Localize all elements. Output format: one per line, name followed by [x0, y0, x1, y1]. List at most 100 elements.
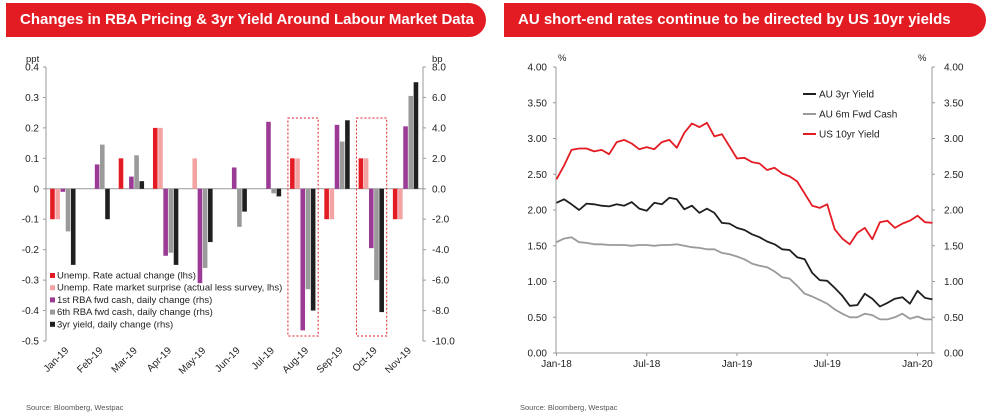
- right-source-note: Source: Bloomberg, Westpac: [520, 403, 618, 412]
- rhs-tick-label: 8.0: [432, 63, 446, 74]
- legend-label: US 10yr Yield: [819, 130, 880, 141]
- y-tick-label-left: 0.00: [528, 349, 548, 360]
- y-tick-label-left: 2.00: [528, 206, 548, 217]
- y-tick-label-left: 3.00: [528, 134, 548, 145]
- rhs-tick-label: 6.0: [432, 93, 446, 104]
- lhs-tick-label: -0.5: [22, 337, 40, 348]
- bar-2: [60, 188, 66, 192]
- lhs-tick-label: -0.4: [22, 306, 40, 317]
- bar-4: [70, 188, 76, 265]
- bar-3: [271, 188, 276, 194]
- legend-swatch: [50, 273, 55, 278]
- y-tick-label-right: 3.50: [944, 98, 964, 109]
- bar-4: [105, 188, 110, 220]
- bar-2: [163, 188, 168, 256]
- y-unit-right: %: [918, 53, 927, 64]
- bar-4: [413, 82, 419, 189]
- lhs-tick-label: 0: [33, 184, 39, 195]
- bar-1: [55, 188, 60, 220]
- lhs-unit-label: ppt: [26, 54, 40, 65]
- bar-1: [192, 158, 198, 189]
- bar-3: [408, 95, 414, 189]
- lhs-tick-label: -0.3: [22, 276, 40, 287]
- bar-4: [242, 188, 247, 212]
- lhs-tick-label: 0.4: [25, 63, 39, 74]
- rhs-tick-label: -8.0: [432, 306, 450, 317]
- rhs-tick-label: 0.0: [432, 184, 446, 195]
- rhs-tick-label: 4.0: [432, 123, 446, 134]
- bar-0: [50, 188, 55, 220]
- lhs-tick-label: 0.2: [25, 123, 39, 134]
- legend-swatch: [50, 321, 55, 327]
- bar-4: [310, 188, 316, 311]
- bar-4: [345, 120, 350, 189]
- y-tick-label-right: 4.00: [944, 63, 964, 74]
- y-tick-label-left: 0.50: [528, 313, 548, 324]
- bar-1: [363, 158, 369, 189]
- bar-0: [392, 188, 398, 220]
- bar-2: [129, 176, 134, 189]
- lhs-tick-label: -0.1: [22, 215, 40, 226]
- y-unit-left: %: [558, 53, 567, 64]
- legend-swatch: [50, 309, 55, 315]
- bar-1: [295, 158, 300, 189]
- bar-3: [168, 188, 174, 253]
- bar-3: [237, 188, 242, 227]
- legend-label: 6th RBA fwd cash, daily change (rhs): [57, 307, 213, 318]
- bar-3: [305, 188, 311, 290]
- y-tick-label-left: 2.50: [528, 170, 548, 181]
- bar-4: [173, 188, 179, 265]
- legend-label: Unemp. Rate market surprise (actual less…: [57, 283, 282, 294]
- y-tick-label-right: 0.00: [944, 349, 964, 360]
- bar-4: [139, 181, 145, 189]
- y-tick-label-right: 0.50: [944, 313, 964, 324]
- left-bar-chart: 0.4 0.3 0.2 0.1 0 -0.1 -0.2 -0.3 -0.4 -0.5 8.0 6.0 4…: [22, 54, 455, 377]
- x-tick-label: Jan-20: [902, 359, 933, 370]
- bar-1: [329, 188, 335, 220]
- y-tick-label-right: 3.00: [944, 134, 964, 145]
- bar-4: [276, 188, 282, 197]
- right-chart-title: AU short-end rates continue to be direct…: [504, 3, 986, 37]
- bar-2: [94, 164, 100, 189]
- bar-0: [118, 158, 124, 189]
- rhs-unit-label: bp: [432, 54, 443, 65]
- x-tick-label: Jan-18: [541, 359, 572, 370]
- rhs-tick-label: -6.0: [432, 276, 450, 287]
- bar-3: [374, 188, 379, 281]
- bar-2: [266, 121, 271, 189]
- bar-4: [379, 188, 384, 313]
- bar-2: [231, 167, 237, 189]
- lhs-tick-label: 0.3: [25, 93, 39, 104]
- line-series-0: [556, 196, 933, 308]
- bar-3: [202, 188, 208, 268]
- y-tick-label-left: 1.50: [528, 241, 548, 252]
- bar-0: [152, 127, 158, 189]
- y-tick-label-right: 2.00: [944, 206, 964, 217]
- bar-0: [290, 158, 295, 189]
- legend-label: AU 6m Fwd Cash: [819, 110, 897, 121]
- x-tick-label: Jul-18: [633, 359, 661, 370]
- line-series-2: [555, 121, 933, 246]
- legend-label: AU 3yr Yield: [819, 90, 874, 101]
- bar-3: [339, 141, 345, 189]
- rhs-tick-label: 2.0: [432, 154, 446, 165]
- legend-label: Unemp. Rate actual change (lhs): [57, 271, 196, 282]
- rhs-tick-label: -2.0: [432, 215, 450, 226]
- y-tick-label-left: 3.50: [528, 98, 548, 109]
- x-tick-label: Jan-19: [722, 359, 753, 370]
- rhs-tick-label: -10.0: [432, 337, 455, 348]
- bar-3: [65, 188, 71, 232]
- left-chart-title: Changes in RBA Pricing & 3yr Yield Aroun…: [6, 3, 486, 37]
- bar-2: [197, 188, 203, 284]
- bar-2: [300, 188, 306, 331]
- rhs-tick-label: -4.0: [432, 245, 450, 256]
- bar-2: [403, 126, 408, 189]
- bar-0: [324, 188, 329, 220]
- bar-2: [334, 124, 340, 189]
- legend-swatch: [50, 285, 55, 291]
- y-tick-label-right: 1.00: [944, 277, 964, 288]
- bar-2: [368, 188, 374, 249]
- x-tick-label: Jul-19: [814, 359, 842, 370]
- bar-1: [398, 188, 403, 220]
- bar-0: [358, 158, 364, 189]
